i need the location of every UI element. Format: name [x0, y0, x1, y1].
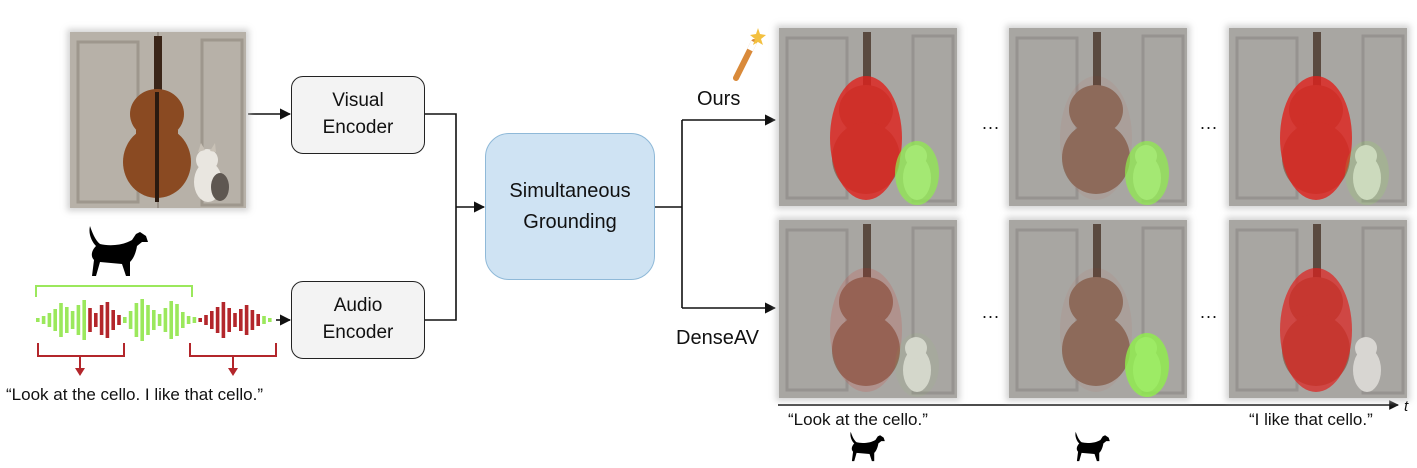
- ellipsis-row1-a: ...: [982, 113, 1001, 133]
- audio-waveform: [36, 299, 272, 341]
- magic-wand-icon: [733, 28, 766, 81]
- ellipsis-row1-b: ...: [1200, 113, 1219, 133]
- simultaneous-grounding-box: Simultaneous Grounding: [485, 133, 655, 280]
- visual-encoder-box: Visual Encoder: [291, 76, 425, 154]
- cat-icon: [850, 431, 885, 462]
- transcript-text: “Look at the cello. I like that cello.”: [6, 385, 264, 404]
- result-frame: [779, 28, 957, 206]
- result-frame: [779, 220, 957, 398]
- ellipsis-row2-b: ...: [1200, 302, 1219, 322]
- input-image: [70, 32, 246, 208]
- cat-icon: [89, 226, 148, 276]
- method-label-ours: Ours: [697, 88, 741, 110]
- audio-encoder-box: Audio Encoder: [291, 281, 425, 359]
- time-label-start: “Look at the cello.”: [788, 410, 928, 429]
- result-frame: [1229, 28, 1407, 206]
- result-frame: [1009, 220, 1187, 398]
- method-label-denseav: DenseAV: [676, 327, 760, 349]
- time-axis-label: t: [1404, 398, 1409, 415]
- ellipsis-row2-a: ...: [982, 302, 1001, 322]
- time-label-end: “I like that cello.”: [1249, 410, 1373, 429]
- result-frame: [1009, 28, 1187, 206]
- cat-icon: [1075, 431, 1110, 462]
- result-frame: [1229, 220, 1407, 398]
